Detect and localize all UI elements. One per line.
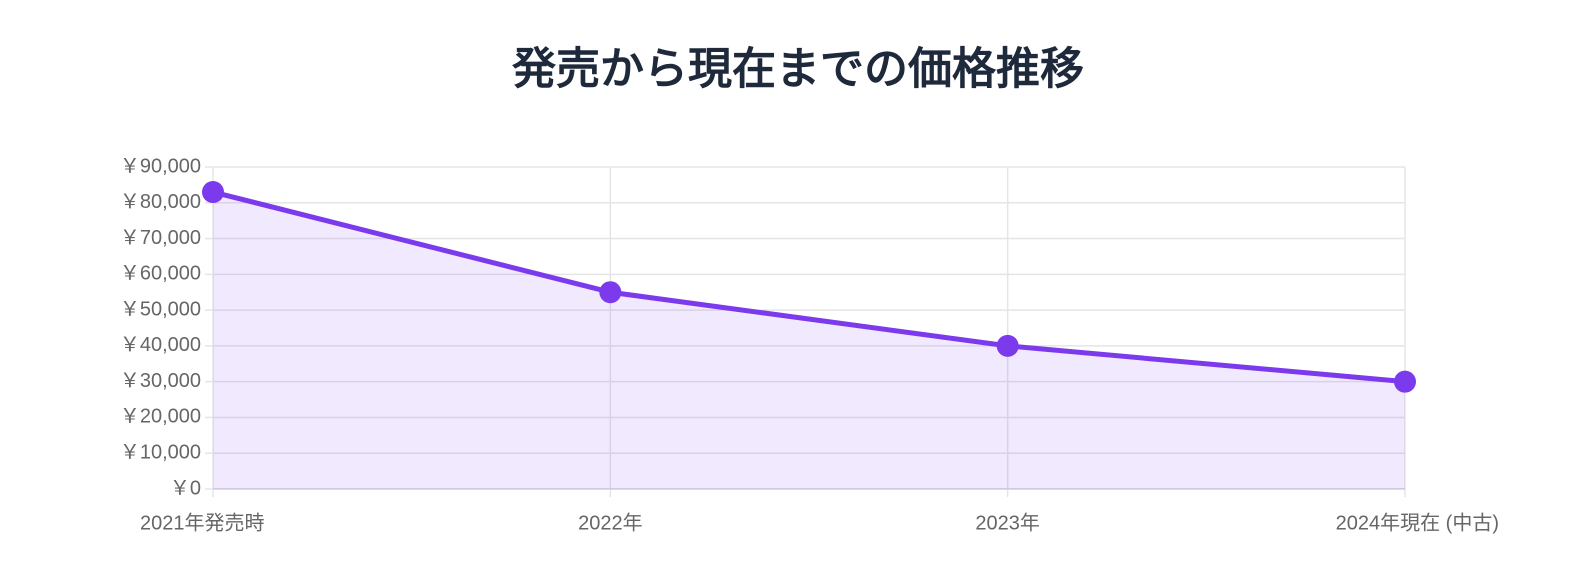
y-tick-label: ￥30,000 (120, 370, 201, 392)
y-tick-label: ￥60,000 (120, 263, 201, 285)
y-tick-label: ￥50,000 (120, 298, 201, 320)
chart-title: 発売から現在までの価格推移 (511, 45, 1084, 94)
y-tick-label: ￥0 (170, 477, 201, 499)
area-fill (213, 192, 1405, 490)
y-tick-label: ￥70,000 (120, 227, 201, 249)
y-tick-label: ￥20,000 (120, 406, 201, 428)
y-tick-label: ￥10,000 (120, 442, 201, 464)
y-tick-label: ￥40,000 (120, 334, 201, 356)
y-tick-label: ￥80,000 (120, 191, 201, 213)
x-tick-label: 2024年現在 (中古) (1336, 511, 1499, 534)
x-tick-label: 2022年 (578, 511, 643, 534)
point (996, 334, 1019, 357)
x-tick-label: 2021年発売時 (140, 511, 265, 534)
y-tick-label: ￥90,000 (120, 155, 201, 177)
point (202, 181, 224, 204)
point (599, 281, 622, 304)
point (1394, 370, 1416, 393)
x-tick-label: 2023年 (975, 511, 1040, 534)
line (212, 189, 1406, 385)
